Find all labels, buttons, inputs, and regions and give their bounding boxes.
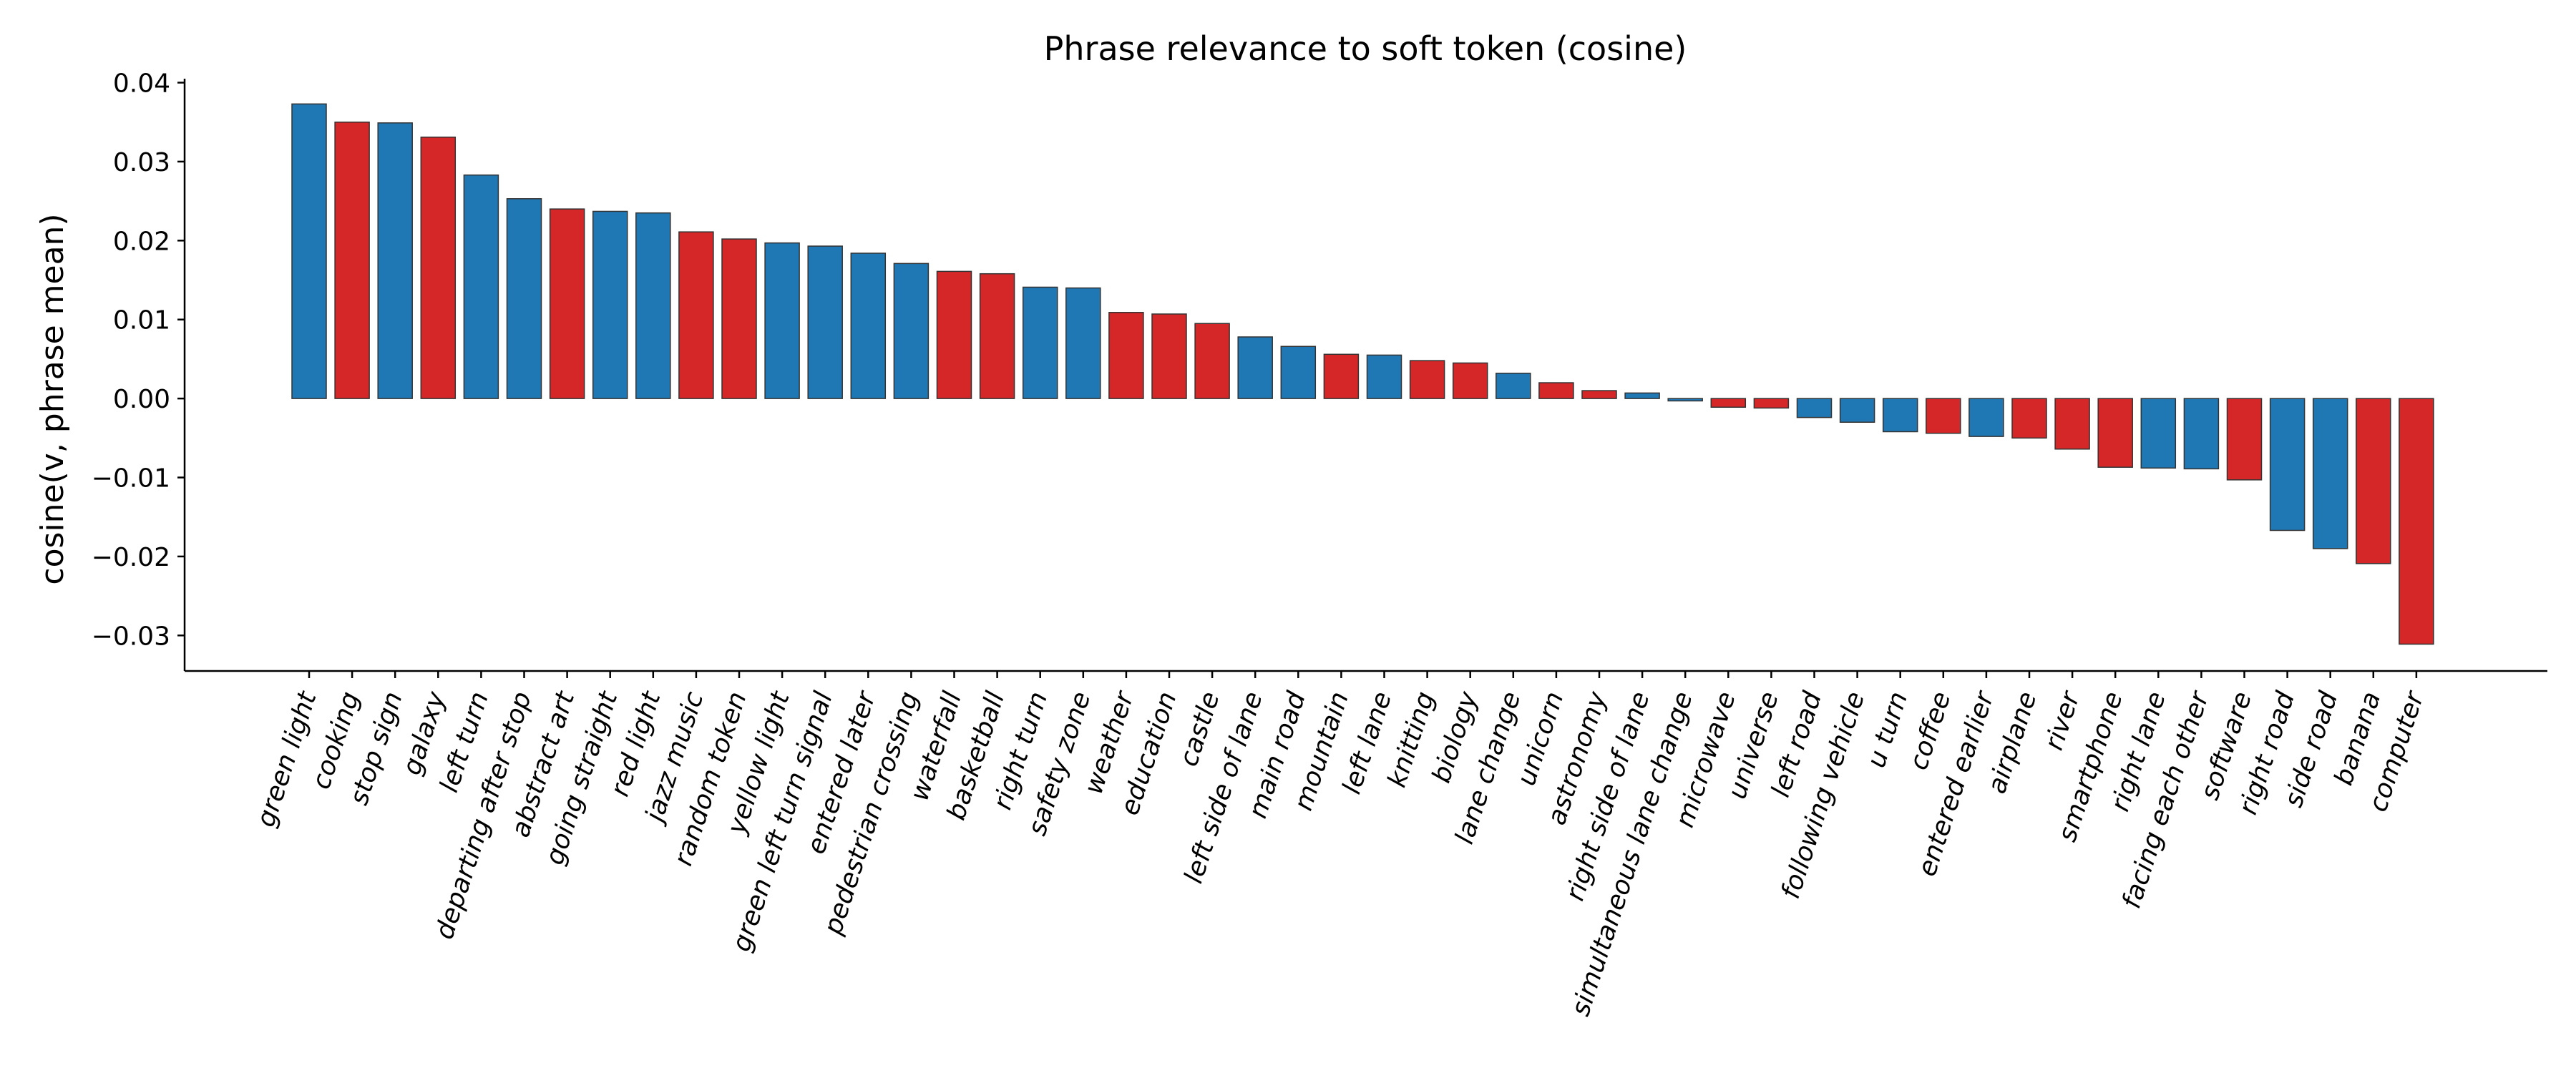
bar-right-turn: [1022, 286, 1058, 399]
bar-random-token: [721, 238, 757, 399]
bar-abstract-art: [549, 208, 585, 399]
axes-group: [183, 79, 2547, 672]
bar-green-light: [291, 103, 327, 399]
bar-yellow-light: [764, 242, 800, 399]
bar-biology: [1452, 362, 1488, 399]
bar-weather: [1108, 312, 1144, 399]
x-tick-label: river: [2039, 687, 2086, 754]
chart-title: Phrase relevance to soft token (cosine): [1044, 29, 1687, 68]
y-tick-label: 0.02: [113, 227, 170, 256]
bar-entered-later: [850, 253, 887, 399]
bar-galaxy: [420, 136, 457, 399]
bar-safety-zone: [1065, 287, 1101, 399]
bar-banana: [2356, 398, 2391, 564]
y-ticks-group: 0.04 0.03 0.02 0.01 0.00 −0.01 −0.02 −0.03: [92, 69, 185, 651]
bar-left-turn: [463, 174, 499, 399]
bar-going-straight: [592, 210, 628, 399]
bar-mountain: [1323, 353, 1360, 399]
y-tick-label: −0.02: [92, 543, 170, 572]
bar-stop-sign: [377, 122, 413, 399]
y-axis-label: cosine(v, phrase mean): [34, 213, 71, 584]
bar-following-vehicle: [1839, 398, 1875, 423]
y-tick-label: −0.03: [92, 622, 170, 651]
y-tick-label: 0.03: [113, 148, 170, 177]
bar-red-light: [635, 212, 671, 399]
bar-entered-earlier: [1968, 398, 2004, 437]
bar-castle: [1194, 323, 1230, 399]
bar-education: [1151, 313, 1187, 399]
bar-knitting: [1409, 360, 1445, 399]
bar-universe: [1753, 398, 1790, 409]
bar-main-road: [1280, 346, 1317, 399]
bar-pedestrian-crossing: [893, 263, 930, 399]
bar-side-road: [2312, 398, 2348, 549]
bar-left-side-of-lane: [1237, 336, 1273, 399]
bar-departing-after-stop: [506, 198, 542, 399]
y-tick-label: 0.00: [113, 385, 170, 414]
bar-river: [2054, 398, 2090, 450]
bar-coffee: [1926, 398, 1961, 434]
bar-airplane: [2011, 398, 2047, 439]
y-tick-label: 0.04: [113, 69, 170, 99]
bar-u-turn: [1882, 398, 1918, 433]
bar-right-side-of-lane: [1624, 392, 1660, 399]
bar-waterfall: [936, 270, 972, 399]
bar-lane-change: [1496, 373, 1531, 399]
x-tick-label: green light: [251, 687, 323, 831]
bar-microwave: [1710, 398, 1747, 408]
bar-simultaneous-lane-change: [1667, 398, 1703, 402]
bar-computer: [2399, 398, 2434, 645]
bar-smartphone: [2097, 398, 2133, 468]
bar-left-road: [1796, 398, 1833, 418]
bar-facing-each-other: [2183, 398, 2220, 470]
bar-left-lane: [1366, 354, 1402, 399]
bar-unicorn: [1538, 382, 1574, 399]
bar-cooking: [334, 121, 370, 399]
y-tick-label: 0.01: [113, 306, 170, 335]
bar-astronomy: [1581, 390, 1617, 399]
bar-right-lane: [2140, 398, 2177, 469]
bars-group: [291, 103, 2434, 645]
bar-software: [2226, 398, 2263, 481]
bar-basketball: [979, 273, 1015, 399]
bar-green-left-turn-signal: [807, 245, 843, 399]
bar-right-road: [2269, 398, 2306, 531]
y-tick-label: −0.01: [92, 464, 170, 494]
bar-jazz-music: [678, 231, 714, 399]
